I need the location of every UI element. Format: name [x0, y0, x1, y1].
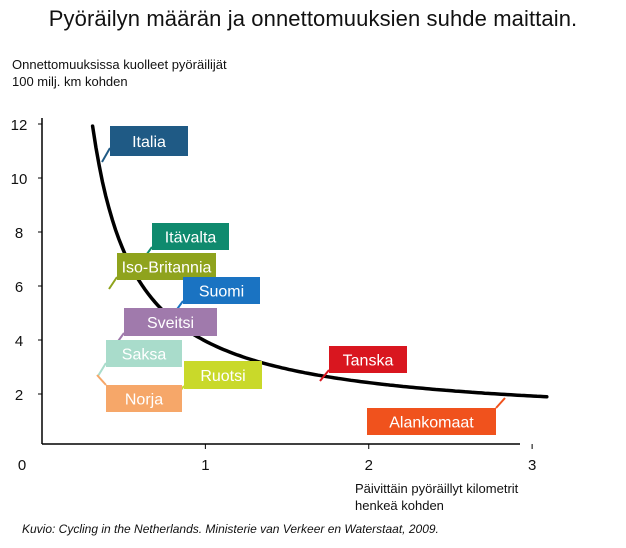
x-tick-label: 1: [201, 457, 209, 474]
label-text: Alankomaat: [389, 415, 474, 432]
label-box: [183, 277, 260, 304]
label-box: [106, 385, 182, 412]
data-label-suomi: Suomi: [174, 277, 260, 313]
data-label-italia: Italia: [101, 126, 188, 163]
x-axis-label: Päivittäin pyöräillyt kilometrit henkeä …: [355, 480, 518, 514]
label-box: [106, 340, 182, 367]
label-box: [329, 346, 407, 373]
label-text: Italia: [132, 134, 166, 151]
label-box: [184, 361, 262, 389]
data-label-it-valta: Itävalta: [143, 223, 229, 259]
data-label-iso-britannia: Iso-Britannia: [108, 253, 216, 290]
label-box: [117, 253, 216, 280]
label-pointer: [319, 369, 330, 382]
label-text: Sveitsi: [147, 315, 194, 332]
y-tick-label: 8: [15, 225, 23, 242]
data-label-ruotsi: Ruotsi: [175, 361, 262, 397]
label-text: Saksa: [122, 347, 167, 364]
label-text: Itävalta: [165, 230, 217, 247]
data-label-saksa: Saksa: [97, 340, 182, 377]
x-tick-label: 0: [18, 457, 26, 474]
label-pointer: [495, 397, 506, 409]
source-note: Kuvio: Cycling in the Netherlands. Minis…: [22, 522, 439, 536]
y-tick-label: 6: [15, 279, 23, 296]
data-label-norja: Norja: [96, 374, 182, 412]
y-tick-label: 4: [15, 333, 23, 350]
label-text: Norja: [125, 392, 163, 409]
label-text: Tanska: [343, 353, 394, 370]
y-tick-label: 2: [15, 387, 23, 404]
label-pointer: [97, 362, 107, 377]
x-axis-label-line: henkeä kohden: [355, 498, 444, 513]
label-text: Iso-Britannia: [122, 260, 212, 277]
label-box: [152, 223, 229, 250]
label-box: [367, 408, 496, 435]
y-axis-label-line: Onnettomuuksissa kuolleet pyöräilijät: [12, 57, 227, 72]
x-axis-label-line: Päivittäin pyöräillyt kilometrit: [355, 481, 519, 496]
y-axis-label-line: 100 milj. km kohden: [12, 74, 128, 89]
label-pointer: [96, 374, 107, 386]
label-box: [110, 126, 188, 156]
x-tick-label: 3: [528, 457, 536, 474]
label-pointer: [108, 276, 118, 290]
y-axis-label: Onnettomuuksissa kuolleet pyöräilijät 10…: [12, 56, 227, 90]
data-label-tanska: Tanska: [319, 346, 407, 382]
x-tick-label: 2: [365, 457, 373, 474]
data-label-sveitsi: Sveitsi: [115, 308, 217, 345]
label-text: Suomi: [199, 284, 244, 301]
data-label-alankomaat: Alankomaat: [367, 397, 506, 435]
y-tick-label: 12: [11, 117, 28, 134]
label-box: [124, 308, 217, 336]
y-tick-label: 10: [11, 171, 28, 188]
chart-title: Pyöräilyn määrän ja onnettomuuksien suhd…: [48, 6, 578, 31]
label-pointer: [101, 147, 111, 163]
label-text: Ruotsi: [200, 368, 245, 385]
data-labels: Italia Itävalta Iso-Britannia Suomi Sveitsi S…: [96, 126, 506, 435]
